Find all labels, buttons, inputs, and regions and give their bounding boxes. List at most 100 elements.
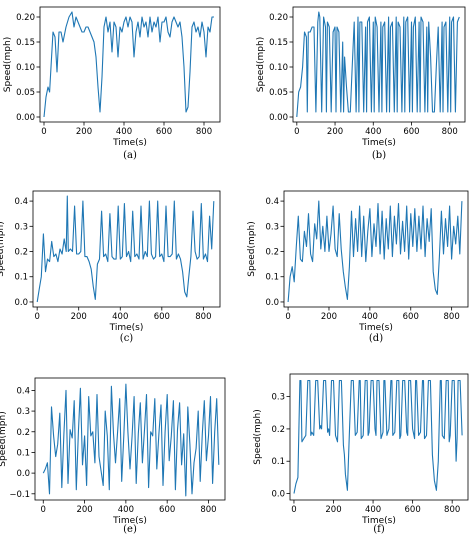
x-tick-label: 400 <box>116 127 132 137</box>
x-tick-label: 200 <box>76 127 92 137</box>
y-tick-label: 0.4 <box>265 197 279 207</box>
panel-b: 0 200 400 600 800 0.00 0.05 0.10 0.15 0.20 Time(s)… <box>237 0 475 180</box>
x-axis-label: Time(s) <box>361 516 396 526</box>
line-chart: 0 200 400 600 800 0.00 0.05 0.10 0.15 0.20 Time(s)… <box>256 6 466 148</box>
panel-c: 0 200 400 600 800 0.0 0.1 0.2 0.3 0.4 Time(s) Speed… <box>0 183 237 363</box>
series-line <box>43 11 214 118</box>
y-tick-label: 0.00 <box>269 113 288 123</box>
x-tick-label: 400 <box>112 312 128 322</box>
subfigure-caption: (b) <box>371 150 387 161</box>
x-tick-label: 0 <box>34 312 39 322</box>
y-tick-label: 0.1 <box>271 457 285 467</box>
y-tick-label: 0.3 <box>14 222 28 232</box>
y-axis-label: Speed(mph) <box>247 221 257 276</box>
y-tick-label: 0.3 <box>271 393 285 403</box>
y-tick-label: 0.0 <box>265 298 279 308</box>
x-axis-label: Time(s) <box>109 323 144 333</box>
series-line <box>296 11 460 118</box>
y-tick-label: 0.4 <box>14 197 28 207</box>
y-tick-label: 0.3 <box>16 407 30 417</box>
y-tick-label: 0.2 <box>16 428 30 438</box>
y-tick-label: 0.00 <box>16 113 35 123</box>
subfigure-caption: (c) <box>119 333 134 344</box>
panel-e: 0 200 400 600 800 −0.1 0.0 0.1 0.2 0.3 0.4 Time(s) S… <box>0 366 237 550</box>
x-tick-label: 0 <box>285 312 290 322</box>
y-tick-label: 0.2 <box>14 248 28 258</box>
x-tick-label: 800 <box>442 127 458 137</box>
panel-a: 0 200 400 600 800 0.00 0.05 0.10 0.15 0.20 Time(s)… <box>0 0 237 180</box>
plot-frame <box>289 373 469 501</box>
plot-frame <box>283 190 469 308</box>
x-tick-label: 200 <box>327 127 343 137</box>
x-tick-label: 200 <box>71 312 87 322</box>
x-tick-label: 600 <box>403 312 419 322</box>
x-tick-label: 800 <box>196 127 212 137</box>
x-tick-label: 600 <box>154 312 170 322</box>
x-tick-label: 200 <box>325 505 341 515</box>
y-axis-label: Speed(mph) <box>0 221 6 276</box>
x-tick-label: 600 <box>405 505 421 515</box>
x-tick-label: 800 <box>444 312 460 322</box>
x-tick-label: 0 <box>41 505 46 515</box>
subfigure-caption: (e) <box>123 524 137 535</box>
y-tick-label: 0.0 <box>14 298 28 308</box>
y-axis-label: Speed(mph) <box>253 409 263 464</box>
plot-frame <box>34 377 226 501</box>
plot-frame <box>292 6 466 123</box>
y-tick-label: 0.15 <box>16 38 35 48</box>
x-tick-label: 400 <box>365 127 381 137</box>
y-tick-label: 0.3 <box>265 222 279 232</box>
x-tick-label: 400 <box>362 312 378 322</box>
line-chart: 0 200 400 600 800 −0.1 0.0 0.1 0.2 0.3 0.4 Time(s) S… <box>0 377 226 526</box>
x-tick-label: 600 <box>159 505 175 515</box>
subfigure-caption: (f) <box>373 524 385 535</box>
panel-f: 0 200 400 600 800 0.0 0.1 0.2 0.3 Time(s) Speed(mp… <box>237 366 475 550</box>
line-chart: 0 200 400 600 800 0.00 0.05 0.10 0.15 0.20 Time(s)… <box>3 6 221 148</box>
y-tick-label: 0.05 <box>16 88 35 98</box>
x-tick-label: 0 <box>294 127 299 137</box>
series-line <box>287 200 463 303</box>
y-tick-label: 0.2 <box>271 425 285 435</box>
x-tick-label: 800 <box>444 505 460 515</box>
y-tick-label: 0.1 <box>16 448 30 458</box>
plot-frame <box>39 6 221 123</box>
x-axis-label: Time(s) <box>112 138 147 148</box>
subfigure-caption: (d) <box>368 333 384 344</box>
x-tick-label: 200 <box>321 312 337 322</box>
y-tick-label: 0.10 <box>16 63 35 73</box>
y-axis-label: Speed(mph) <box>256 37 266 92</box>
y-tick-label: 0.0 <box>16 469 30 479</box>
x-tick-label: 0 <box>41 127 46 137</box>
line-chart: 0 200 400 600 800 0.0 0.1 0.2 0.3 Time(s) Speed(mp… <box>253 373 469 526</box>
y-axis-label: Speed(mph) <box>3 37 13 92</box>
plot-frame <box>32 190 221 308</box>
series-line <box>293 379 463 494</box>
y-tick-label: 0.10 <box>269 63 288 73</box>
x-tick-label: 800 <box>195 312 211 322</box>
y-tick-label: −0.1 <box>9 490 30 500</box>
y-tick-label: 0.1 <box>14 273 28 283</box>
y-axis-label: Speed(mph) <box>0 411 8 466</box>
x-axis-label: Time(s) <box>361 138 396 148</box>
x-axis-label: Time(s) <box>112 516 147 526</box>
x-tick-label: 600 <box>156 127 172 137</box>
x-tick-label: 0 <box>291 505 296 515</box>
y-tick-label: 0.1 <box>265 273 279 283</box>
y-tick-label: 0.2 <box>265 248 279 258</box>
x-tick-label: 400 <box>365 505 381 515</box>
line-chart: 0 200 400 600 800 0.0 0.1 0.2 0.3 0.4 Time(s) Speed… <box>247 190 469 333</box>
x-tick-label: 400 <box>118 505 134 515</box>
y-tick-label: 0.4 <box>16 386 30 396</box>
y-tick-label: 0.0 <box>271 490 285 500</box>
line-chart: 0 200 400 600 800 0.0 0.1 0.2 0.3 0.4 Time(s) Speed… <box>0 190 221 333</box>
y-tick-label: 0.20 <box>269 13 288 23</box>
y-tick-label: 0.15 <box>269 38 288 48</box>
x-tick-label: 800 <box>200 505 216 515</box>
x-tick-label: 200 <box>76 505 92 515</box>
x-axis-label: Time(s) <box>358 323 393 333</box>
series-line <box>36 195 215 303</box>
x-tick-label: 600 <box>403 127 419 137</box>
panel-d: 0 200 400 600 800 0.0 0.1 0.2 0.3 0.4 Time(s) Speed… <box>237 183 475 363</box>
y-tick-label: 0.20 <box>16 13 35 23</box>
series-line <box>42 383 220 497</box>
